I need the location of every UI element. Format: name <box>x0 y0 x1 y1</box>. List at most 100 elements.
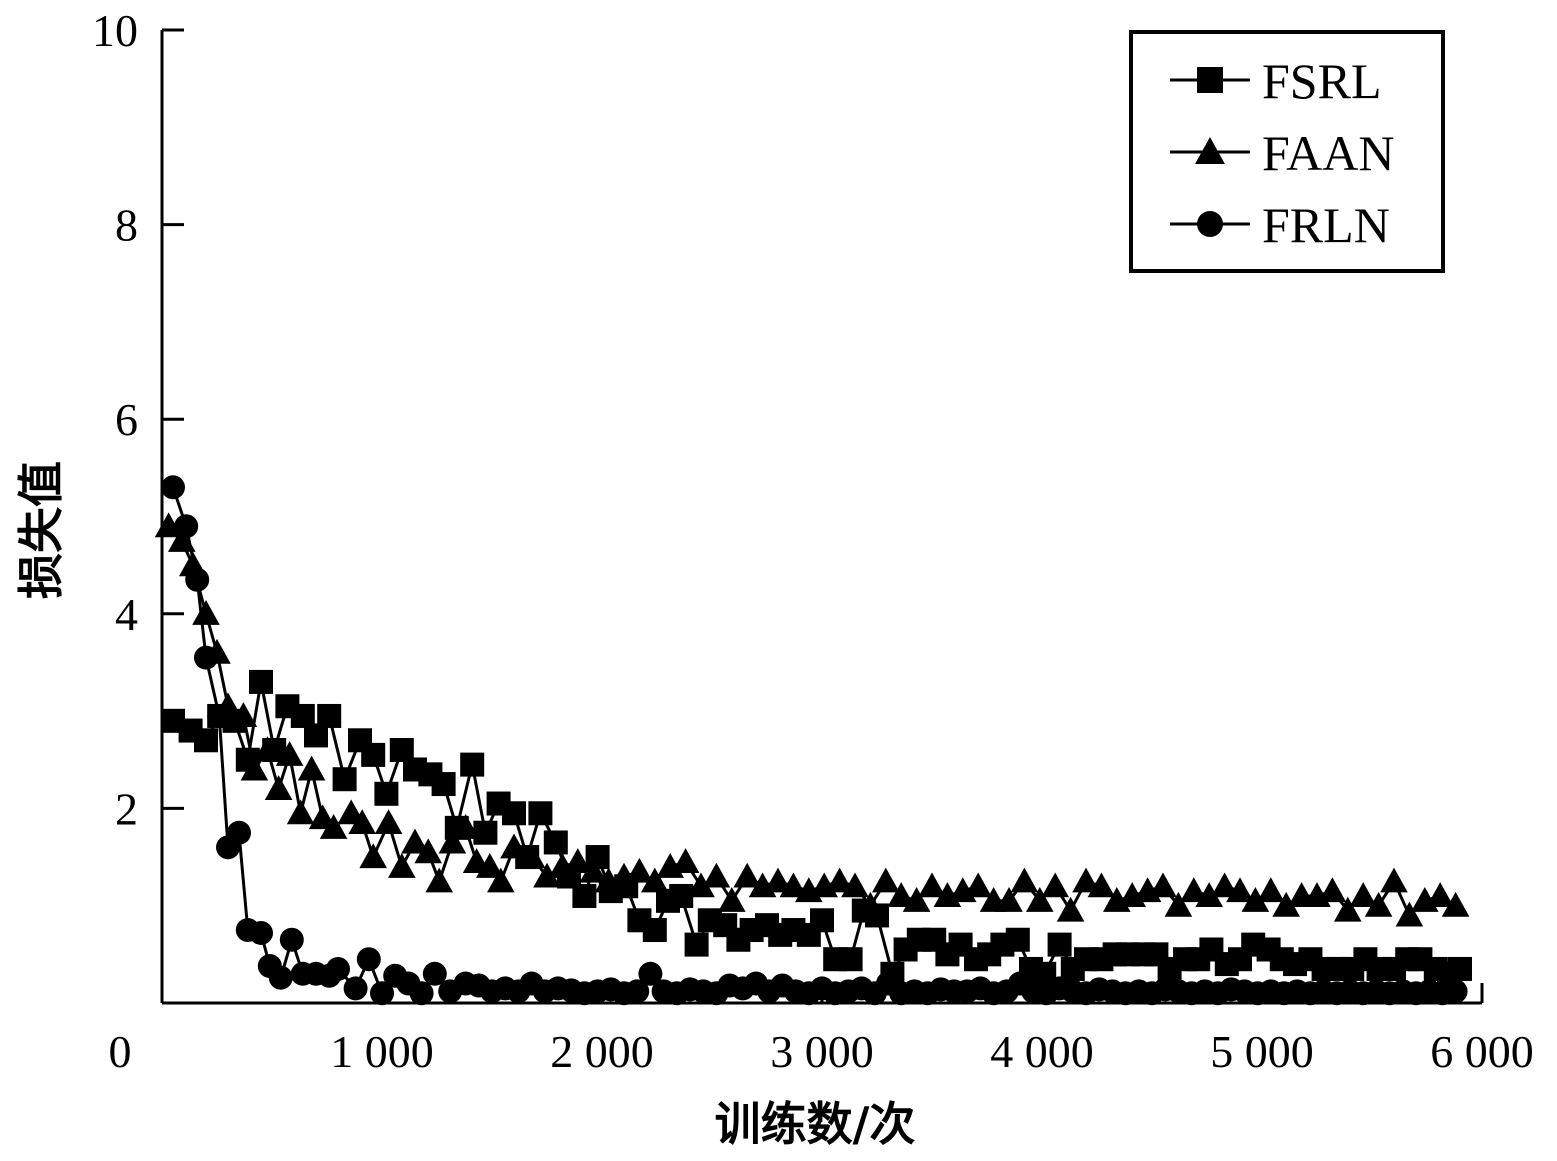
data-point <box>431 772 456 797</box>
series-fsrl <box>161 669 1472 986</box>
data-point <box>642 918 667 943</box>
data-point <box>684 932 709 957</box>
data-point <box>279 927 304 952</box>
data-point <box>517 843 546 869</box>
x-tick-label: 3 000 <box>770 1026 874 1077</box>
data-point <box>1426 882 1454 908</box>
data-point <box>810 908 834 933</box>
data-point <box>564 848 592 873</box>
data-point <box>1257 877 1285 903</box>
data-point <box>1380 867 1408 893</box>
data-point <box>361 742 386 767</box>
data-point <box>476 852 504 878</box>
x-tick-label: 5 000 <box>1210 1026 1314 1077</box>
data-point <box>872 867 900 893</box>
data-point <box>487 867 515 893</box>
data-point <box>161 475 185 500</box>
data-point <box>359 843 387 869</box>
data-point <box>409 981 434 1006</box>
data-point <box>1026 887 1054 912</box>
series-frln <box>161 475 1468 1006</box>
data-point <box>422 961 447 986</box>
x-tick-label: 2 000 <box>550 1026 654 1077</box>
data-point <box>1226 877 1254 903</box>
legend-label: FSRL <box>1262 53 1382 109</box>
data-point <box>343 976 368 1001</box>
data-point <box>348 809 376 835</box>
data-point <box>425 867 453 893</box>
data-point <box>473 820 498 845</box>
data-point <box>572 883 597 908</box>
data-point <box>1164 891 1193 917</box>
data-point <box>1072 867 1100 893</box>
data-point <box>733 862 761 888</box>
data-point <box>264 775 293 800</box>
data-point <box>625 979 650 1004</box>
data-point <box>779 872 808 898</box>
data-point <box>500 833 528 859</box>
data-point <box>902 887 931 912</box>
data-point <box>964 872 992 898</box>
data-point <box>317 703 342 728</box>
series-layer <box>154 475 1472 1006</box>
data-point <box>1349 882 1377 908</box>
data-point <box>275 741 304 766</box>
y-tick-label: 10 <box>92 5 138 56</box>
data-point <box>185 567 210 592</box>
data-point <box>370 981 394 1006</box>
series-line <box>167 525 1457 918</box>
data-point <box>825 867 854 893</box>
y-tick-label: 6 <box>115 394 138 445</box>
data-point <box>543 830 568 855</box>
data-point <box>1056 896 1085 922</box>
data-point <box>319 814 348 839</box>
data-point <box>249 920 273 945</box>
data-point <box>268 965 293 990</box>
data-point <box>451 814 480 839</box>
x-tick-label: 0 <box>109 1026 132 1077</box>
data-point <box>356 947 381 972</box>
data-point <box>438 828 467 854</box>
data-point <box>326 956 350 981</box>
data-point <box>1041 872 1069 898</box>
data-point <box>1180 877 1208 903</box>
data-point <box>240 755 269 781</box>
series-faan <box>154 512 1470 927</box>
data-point <box>297 755 326 781</box>
data-point <box>638 961 663 986</box>
data-point <box>528 801 553 826</box>
data-point <box>388 852 416 878</box>
data-point <box>533 862 561 888</box>
data-point <box>460 752 485 777</box>
data-point <box>1149 872 1177 898</box>
data-point <box>1272 891 1300 917</box>
y-tick-label: 8 <box>115 200 138 251</box>
legend-marker <box>1197 211 1223 237</box>
data-point <box>1195 882 1223 908</box>
data-point <box>887 882 915 908</box>
data-point <box>1364 891 1393 917</box>
legend: FSRL FAAN FRLN <box>1129 30 1445 273</box>
legend-marker <box>1195 137 1225 164</box>
data-point <box>579 857 607 883</box>
legend-label: FAAN <box>1262 125 1394 181</box>
data-point <box>1047 932 1072 957</box>
data-point <box>1010 867 1039 893</box>
data-point <box>1087 872 1116 898</box>
data-point <box>918 872 946 898</box>
data-point <box>841 872 869 898</box>
data-point <box>194 728 218 753</box>
data-point <box>1441 891 1470 917</box>
data-point <box>1395 901 1424 927</box>
x-axis-title: 训练数/次 <box>715 1097 916 1151</box>
data-point <box>671 848 700 873</box>
data-point <box>401 828 429 854</box>
data-point <box>332 767 357 792</box>
legend-label: FRLN <box>1262 197 1390 253</box>
x-tick-label: 1 000 <box>330 1026 434 1077</box>
data-point <box>718 887 746 912</box>
data-point <box>1318 877 1347 903</box>
legend-marker <box>1197 67 1223 93</box>
data-point <box>286 799 315 825</box>
